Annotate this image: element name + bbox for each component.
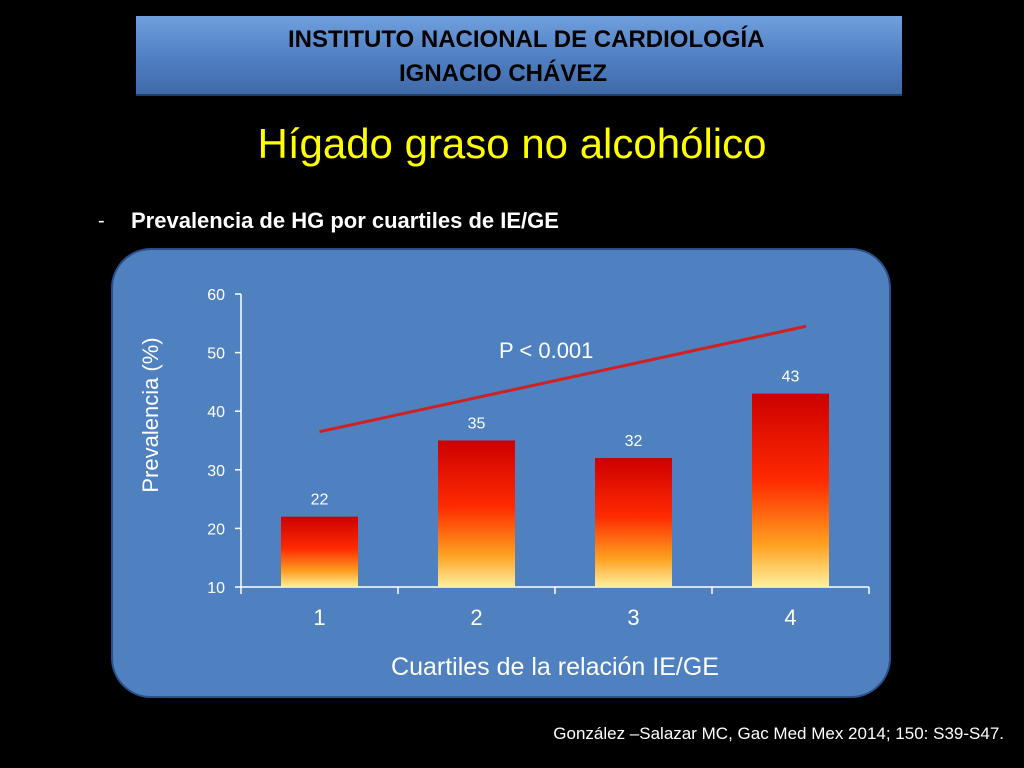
- slide-title: Hígado graso no alcohólico: [257, 120, 767, 167]
- x-tick-label: 2: [470, 605, 482, 630]
- citation: González –Salazar MC, Gac Med Mex 2014; …: [553, 724, 1004, 743]
- bar-q4: [752, 393, 829, 587]
- bar-chart: 10 20 30 40 50 60 22 1 35 2 32 3 43 4 P < 0.001 Prev…: [138, 287, 870, 681]
- bullet-marker: -: [98, 210, 105, 232]
- bullet-text: Prevalencia de HG por cuartiles de IE/GE: [131, 208, 559, 233]
- x-tick-label: 1: [313, 605, 325, 630]
- bar-q2: [438, 440, 515, 587]
- header-subtitle: IGNACIO CHÁVEZ: [399, 60, 608, 87]
- x-axis-label: Cuartiles de la relación IE/GE: [391, 653, 719, 681]
- bar-data-label: 32: [625, 433, 643, 450]
- trend-line: [319, 324, 807, 434]
- y-tick-label: 50: [207, 346, 225, 363]
- bar-q3: [595, 458, 672, 587]
- p-value-annotation: P < 0.001: [499, 338, 593, 363]
- x-tick-label: 3: [627, 605, 639, 630]
- bar-data-label: 43: [782, 369, 800, 386]
- y-tick-label: 30: [207, 463, 225, 480]
- y-tick-label: 40: [207, 404, 225, 421]
- x-tick-label: 4: [784, 605, 796, 630]
- bar-data-label: 22: [311, 492, 329, 509]
- bar-q1: [281, 516, 358, 587]
- y-tick-label: 10: [207, 580, 225, 597]
- header-institution: INSTITUTO NACIONAL DE CARDIOLOGÍA: [288, 26, 765, 53]
- y-tick-label: 20: [207, 521, 225, 538]
- bar-data-label: 35: [468, 416, 486, 433]
- y-axis-label: Prevalencia (%): [138, 337, 163, 492]
- header-banner: INSTITUTO NACIONAL DE CARDIOLOGÍA IGNACI…: [136, 16, 902, 96]
- y-tick-label: 60: [207, 287, 225, 304]
